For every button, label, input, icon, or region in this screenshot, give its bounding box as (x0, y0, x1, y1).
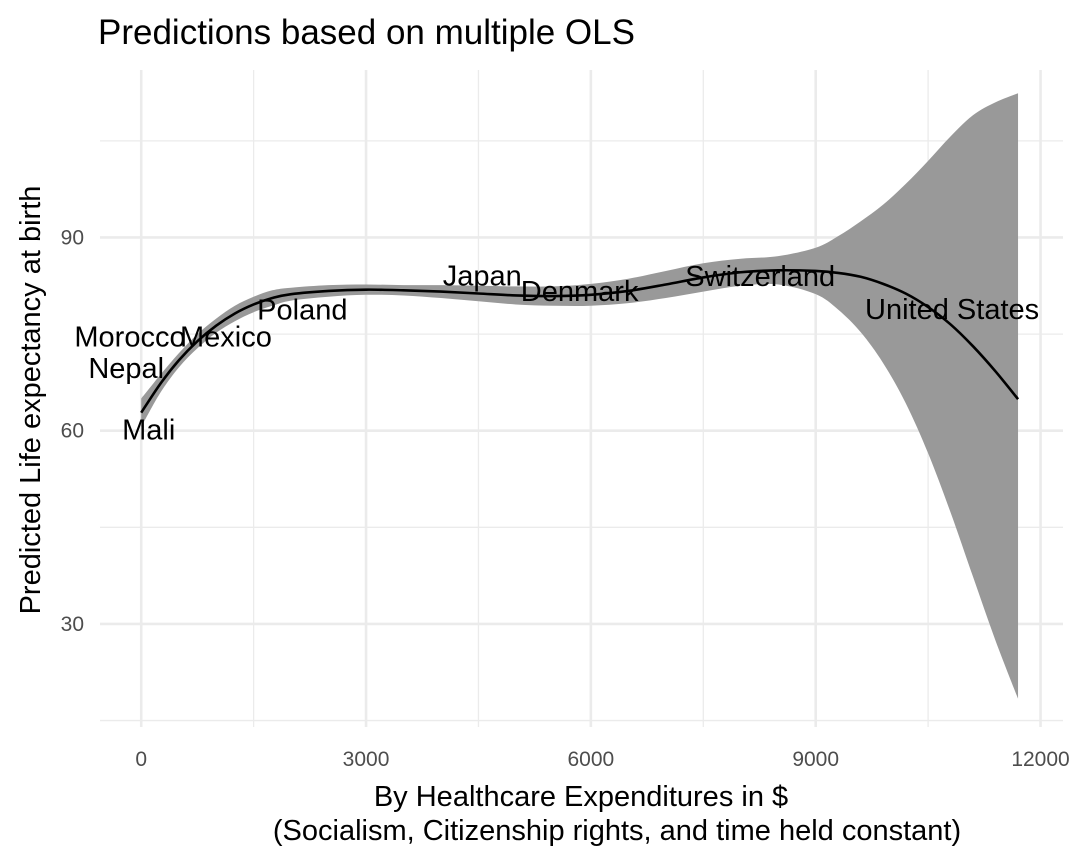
x-axis-ticks: 0 3000 6000 9000 12000 (135, 748, 1069, 771)
country-label: Mexico (180, 322, 272, 354)
country-label: United States (865, 294, 1039, 326)
fit-line (140, 268, 1020, 414)
x-tick-label: 12000 (1011, 748, 1069, 771)
confidence-band (141, 93, 1019, 699)
fit-line-layer (140, 268, 1020, 414)
y-tick-label: 90 (61, 226, 84, 249)
x-tick-label: 9000 (792, 748, 839, 771)
country-label: Denmark (521, 276, 639, 308)
x-tick-label: 0 (135, 748, 147, 771)
x-tick-label: 6000 (568, 748, 615, 771)
country-label: Poland (257, 295, 347, 327)
x-axis-title: By Healthcare Expenditures in $ (374, 781, 788, 813)
country-label: Mali (122, 414, 175, 446)
confidence-band-layer (141, 93, 1019, 699)
country-label: Japan (443, 260, 522, 292)
x-axis-subtitle: (Socialism, Citizenship rights, and time… (273, 815, 961, 847)
country-label: Morocco (74, 322, 185, 354)
y-axis-title: Predicted Life expectancy at birth (15, 186, 47, 615)
y-tick-label: 60 (61, 420, 84, 443)
x-tick-label: 3000 (343, 748, 390, 771)
chart-title: Predictions based on multiple OLS (98, 13, 635, 52)
y-axis-ticks: 30 60 90 (61, 226, 84, 635)
country-label: Nepal (88, 353, 164, 385)
y-tick-label: 30 (61, 613, 84, 636)
country-label: Switzerland (685, 261, 835, 293)
